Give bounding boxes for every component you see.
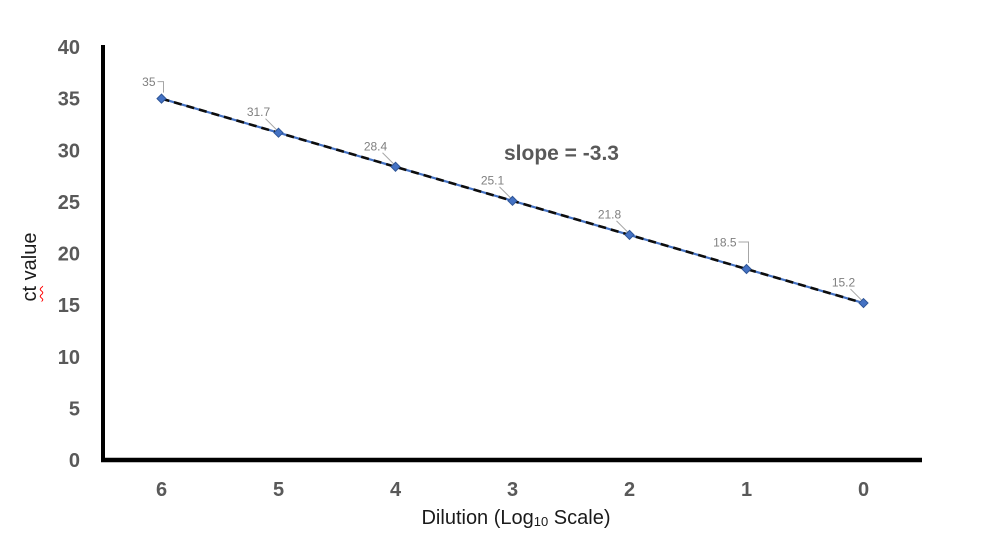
y-axis-title: ct value: [19, 207, 45, 327]
x-tick-label: 3: [507, 479, 518, 501]
data-label: 31.7: [247, 105, 271, 119]
data-point-marker: [273, 127, 284, 138]
y-tick-label: 15: [58, 295, 80, 317]
y-tick-label: 10: [58, 347, 80, 369]
y-axis-title-word-value: value: [19, 232, 41, 286]
x-tick-label: 4: [390, 479, 402, 501]
data-label: 18.5: [713, 235, 737, 249]
data-label: 35: [142, 75, 156, 89]
data-point-marker: [624, 229, 635, 241]
data-label: 21.8: [598, 207, 622, 221]
y-tick-label: 25: [58, 192, 80, 214]
leader-line: [265, 118, 277, 131]
leader-line: [850, 288, 862, 301]
y-tick-label: 35: [58, 89, 80, 111]
leader-line: [382, 152, 394, 165]
y-tick-label: 5: [69, 398, 80, 420]
data-point-marker: [741, 263, 752, 275]
leader-line: [738, 241, 749, 263]
slope-annotation: slope = -3.3: [504, 142, 619, 165]
data-label: 28.4: [364, 139, 388, 153]
y-tick-label: 40: [58, 37, 80, 59]
data-point-marker: [156, 93, 167, 104]
leader-line: [157, 81, 164, 93]
x-tick-label: 6: [156, 479, 167, 501]
x-axis-title-subscript: 10: [533, 514, 549, 529]
y-axis-title-word-ct: ct: [19, 285, 41, 302]
y-tick-label: 20: [58, 244, 80, 266]
x-axis-title-suffix: Scale): [548, 507, 611, 529]
x-tick-label: 0: [858, 479, 869, 501]
x-axis-title: Dilution (Log10 Scale): [366, 507, 666, 530]
x-axis-title-text: Dilution (Log: [421, 507, 534, 529]
data-label: 25.1: [481, 173, 505, 187]
data-point-marker: [507, 195, 518, 207]
y-tick-label: 30: [58, 140, 80, 162]
data-label: 15.2: [832, 276, 856, 290]
y-tick-label: 0: [69, 450, 80, 472]
leader-line: [616, 220, 628, 233]
x-tick-label: 5: [273, 479, 284, 501]
data-point-marker: [390, 161, 401, 172]
x-tick-label: 2: [624, 479, 635, 501]
x-tick-label: 1: [741, 479, 752, 501]
data-point-marker: [858, 297, 869, 309]
leader-line: [499, 186, 511, 199]
